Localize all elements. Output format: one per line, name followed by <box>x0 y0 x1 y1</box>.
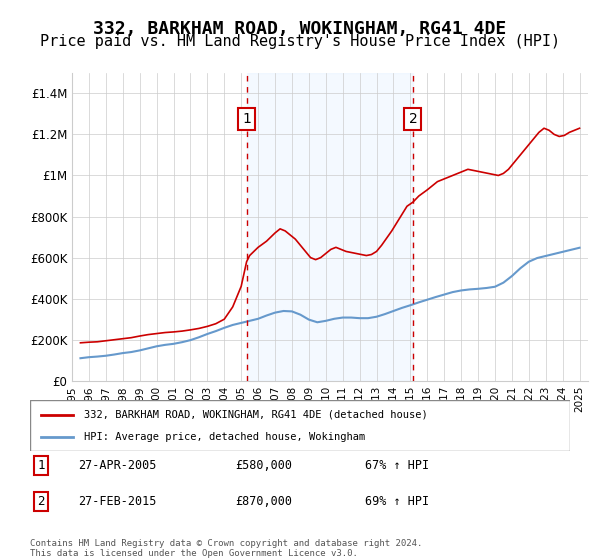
Text: 1: 1 <box>37 459 44 472</box>
Text: Contains HM Land Registry data © Crown copyright and database right 2024.
This d: Contains HM Land Registry data © Crown c… <box>30 539 422 558</box>
Text: £580,000: £580,000 <box>235 459 292 472</box>
Text: 27-APR-2005: 27-APR-2005 <box>79 459 157 472</box>
Text: 2: 2 <box>37 495 44 508</box>
Text: 69% ↑ HPI: 69% ↑ HPI <box>365 495 429 508</box>
FancyBboxPatch shape <box>30 400 570 451</box>
Text: 332, BARKHAM ROAD, WOKINGHAM, RG41 4DE: 332, BARKHAM ROAD, WOKINGHAM, RG41 4DE <box>94 20 506 38</box>
Text: 2: 2 <box>409 112 417 126</box>
Bar <box>247 73 413 381</box>
Text: HPI: Average price, detached house, Wokingham: HPI: Average price, detached house, Woki… <box>84 432 365 442</box>
Text: Price paid vs. HM Land Registry's House Price Index (HPI): Price paid vs. HM Land Registry's House … <box>40 34 560 49</box>
Text: 332, BARKHAM ROAD, WOKINGHAM, RG41 4DE (detached house): 332, BARKHAM ROAD, WOKINGHAM, RG41 4DE (… <box>84 409 428 419</box>
Text: 67% ↑ HPI: 67% ↑ HPI <box>365 459 429 472</box>
Text: 27-FEB-2015: 27-FEB-2015 <box>79 495 157 508</box>
Text: £870,000: £870,000 <box>235 495 292 508</box>
Text: 1: 1 <box>242 112 251 126</box>
